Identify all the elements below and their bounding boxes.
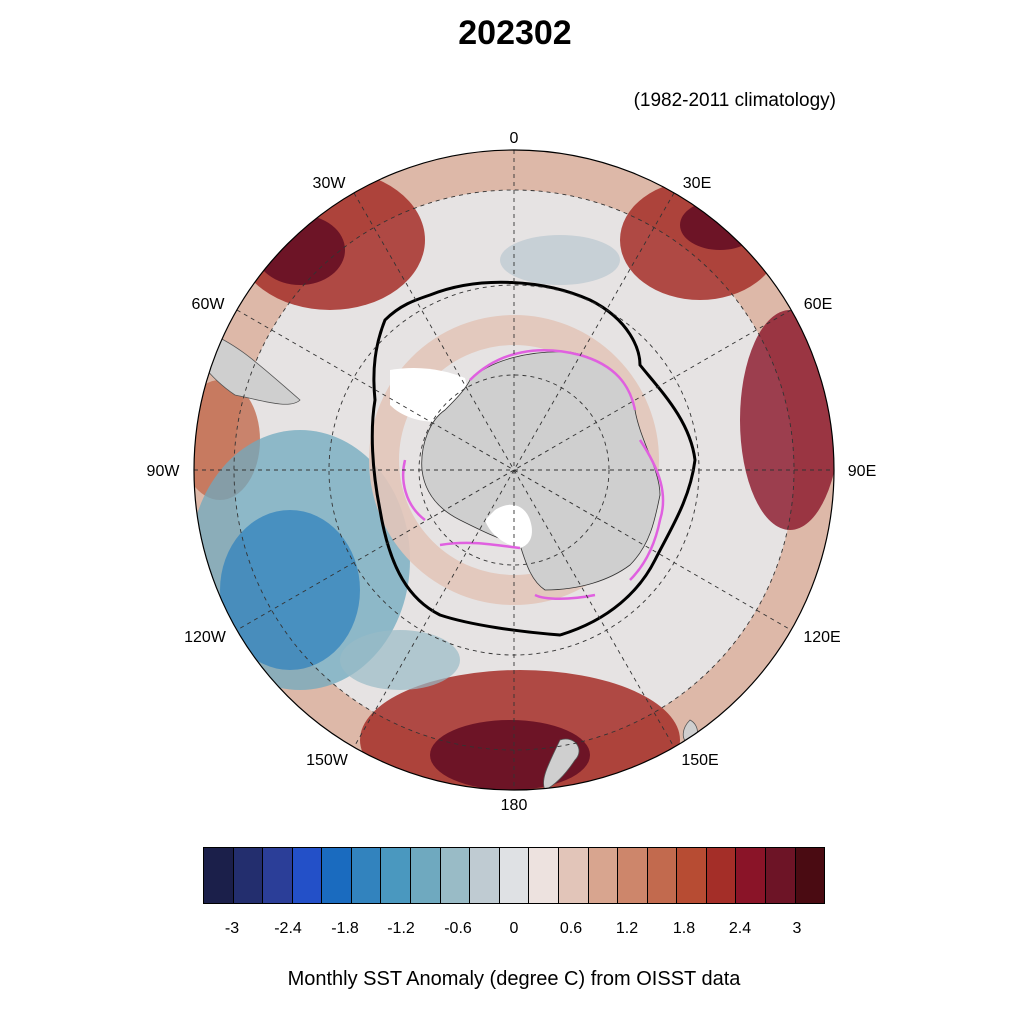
lon-label-60e: 60E <box>803 296 833 313</box>
strong-warm-anomaly-sw-atlantic <box>255 215 345 285</box>
colorbar-tick: -0.6 <box>444 920 472 937</box>
colorbar-swatch-6 <box>381 848 412 903</box>
colorbar-swatch-20 <box>795 848 825 903</box>
map-boundary <box>193 149 835 791</box>
lon-label-180: 180 <box>500 797 528 814</box>
warm-anomaly-indian-ocean <box>740 310 834 530</box>
colorbar-swatch-5 <box>351 848 382 903</box>
colorbar-swatch-14 <box>618 848 648 903</box>
colorbar-swatch-19 <box>765 848 796 903</box>
lon-label-60w: 60W <box>191 296 225 313</box>
colorbar-swatch-0 <box>204 848 234 903</box>
colorbar-tick: -1.2 <box>387 920 415 937</box>
colorbar-swatch-7 <box>411 848 441 903</box>
colorbar-swatch-12 <box>558 848 589 903</box>
colorbar-tick: 0.6 <box>559 920 583 937</box>
colorbar-swatch-10 <box>499 848 530 903</box>
colorbar <box>203 847 825 904</box>
colorbar-tick: 1.2 <box>615 920 639 937</box>
map-caption: Monthly SST Anomaly (degree C) from OISS… <box>287 968 741 990</box>
lon-label-90e: 90E <box>847 463 877 480</box>
lon-label-30w: 30W <box>312 175 346 192</box>
colorbar-swatch-16 <box>677 848 707 903</box>
colorbar-swatch-4 <box>322 848 352 903</box>
cool-anomaly-ross-sea-outer <box>340 630 460 690</box>
colorbar-tick: -1.8 <box>331 920 359 937</box>
climatology-note: (1982-2011 climatology) <box>633 90 836 111</box>
colorbar-swatch-8 <box>440 848 471 903</box>
lon-label-150w: 150W <box>306 752 348 769</box>
lon-label-120w: 120W <box>184 629 226 646</box>
colorbar-swatch-11 <box>529 848 559 903</box>
colorbar-swatch-17 <box>706 848 737 903</box>
lon-label-150e: 150E <box>681 752 719 769</box>
colorbar-tick: -2.4 <box>274 920 302 937</box>
map-title: 202302 <box>458 14 572 52</box>
new-zealand-land <box>543 738 580 790</box>
lon-label-0: 0 <box>509 130 519 147</box>
colorbar-swatch-9 <box>470 848 500 903</box>
climatological-ice-edge-contour <box>401 349 665 600</box>
colorbar-tick: 1.8 <box>672 920 696 937</box>
colorbar-tick: 3 <box>792 920 802 937</box>
colorbar-tick: 2.4 <box>728 920 752 937</box>
graticule <box>194 150 834 790</box>
south-america-land <box>199 329 301 405</box>
sea-ice-extent-contour <box>370 280 697 637</box>
colorbar-swatch-13 <box>588 848 619 903</box>
colorbar-swatch-1 <box>233 848 264 903</box>
lon-label-120e: 120E <box>803 629 841 646</box>
lon-label-90w: 90W <box>146 463 180 480</box>
colorbar-tick: -3 <box>224 920 240 937</box>
cool-anomaly-weddell-outer <box>500 235 620 285</box>
ross-ice-shelf <box>485 504 532 548</box>
colorbar-swatch-18 <box>736 848 766 903</box>
lon-label-30e: 30E <box>682 175 712 192</box>
colorbar-swatch-3 <box>292 848 323 903</box>
colorbar-swatch-2 <box>263 848 293 903</box>
colorbar-swatch-15 <box>647 848 678 903</box>
colorbar-tick: 0 <box>509 920 519 937</box>
strong-cool-anomaly-se-pacific <box>220 510 360 670</box>
